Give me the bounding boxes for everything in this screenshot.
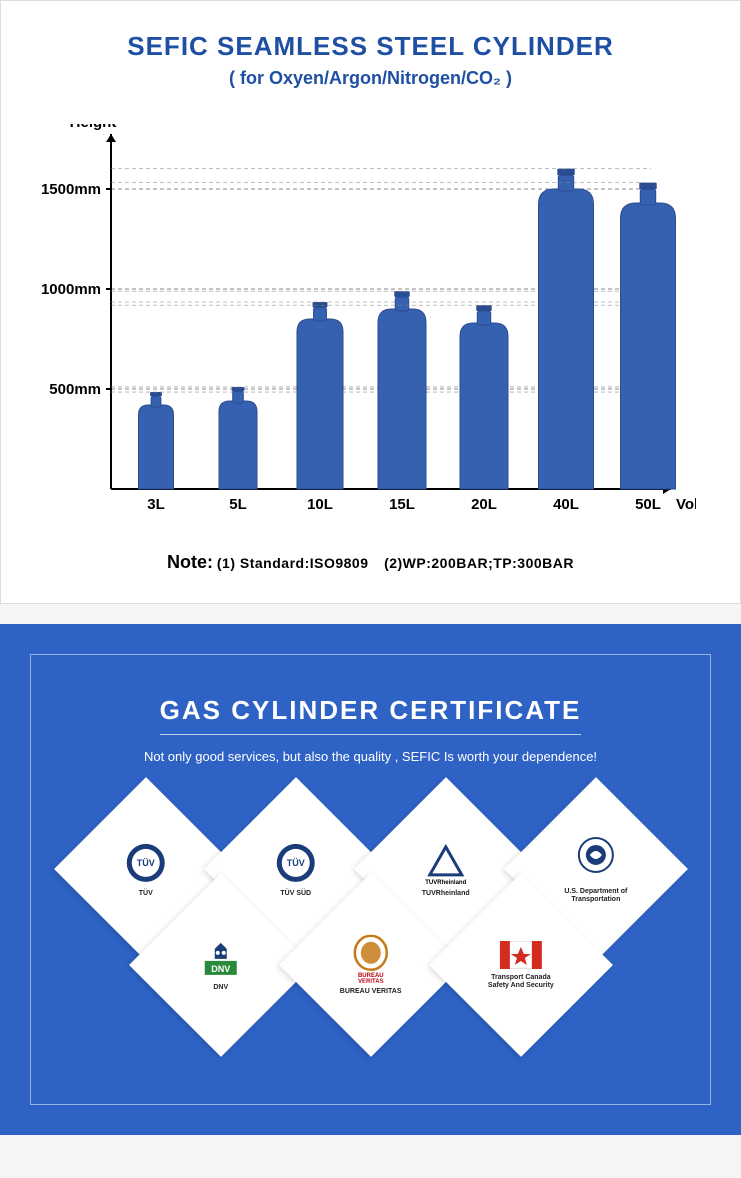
svg-text:500mm: 500mm xyxy=(49,381,101,398)
svg-text:TUVRheinland: TUVRheinland xyxy=(425,880,466,885)
svg-text:BUREAU: BUREAU xyxy=(358,973,384,979)
svg-text:TÜV: TÜV xyxy=(287,858,305,868)
certificate-logos: TÜVTÜVTÜVTÜV SÜDTUVRheinlandTUVRheinland… xyxy=(81,804,661,1064)
note-lead: Note: xyxy=(167,552,213,572)
svg-text:TÜV: TÜV xyxy=(137,858,155,868)
svg-text:DNV: DNV xyxy=(211,964,230,974)
chart-panel: SEFIC SEAMLESS STEEL CYLINDER ( for Oxye… xyxy=(0,0,741,604)
certificate-title: GAS CYLINDER CERTIFICATE xyxy=(160,695,582,735)
subtitle: ( for Oxyen/Argon/Nitrogen/CO₂ ) xyxy=(16,68,725,89)
note-item-1: (1) Standard:ISO9809 xyxy=(217,555,369,571)
svg-text:50L: 50L xyxy=(635,496,661,513)
certificate-panel: GAS CYLINDER CERTIFICATE Not only good s… xyxy=(0,624,741,1135)
svg-text:5L: 5L xyxy=(229,496,247,513)
chart-note: Note: (1) Standard:ISO9809 (2)WP:200BAR;… xyxy=(16,552,725,573)
svg-text:15L: 15L xyxy=(389,496,415,513)
main-title: SEFIC SEAMLESS STEEL CYLINDER xyxy=(16,31,725,62)
svg-text:VERITAS: VERITAS xyxy=(358,979,384,983)
svg-text:10L: 10L xyxy=(307,496,333,513)
note-item-2: (2)WP:200BAR;TP:300BAR xyxy=(384,555,574,571)
certificate-subtitle: Not only good services, but also the qua… xyxy=(51,749,690,764)
svg-text:40L: 40L xyxy=(553,496,579,513)
cylinder-height-chart: 500mm 1000mm 1500mm Height Volume 3L 5L 10L 15L 2… xyxy=(36,124,705,534)
svg-text:20L: 20L xyxy=(471,496,497,513)
svg-text:Height: Height xyxy=(70,124,117,131)
svg-text:3L: 3L xyxy=(147,496,165,513)
svg-text:Volume: Volume xyxy=(676,496,696,513)
svg-text:1000mm: 1000mm xyxy=(41,281,101,298)
certificate-inner: GAS CYLINDER CERTIFICATE Not only good s… xyxy=(30,654,711,1105)
svg-text:1500mm: 1500mm xyxy=(41,181,101,198)
